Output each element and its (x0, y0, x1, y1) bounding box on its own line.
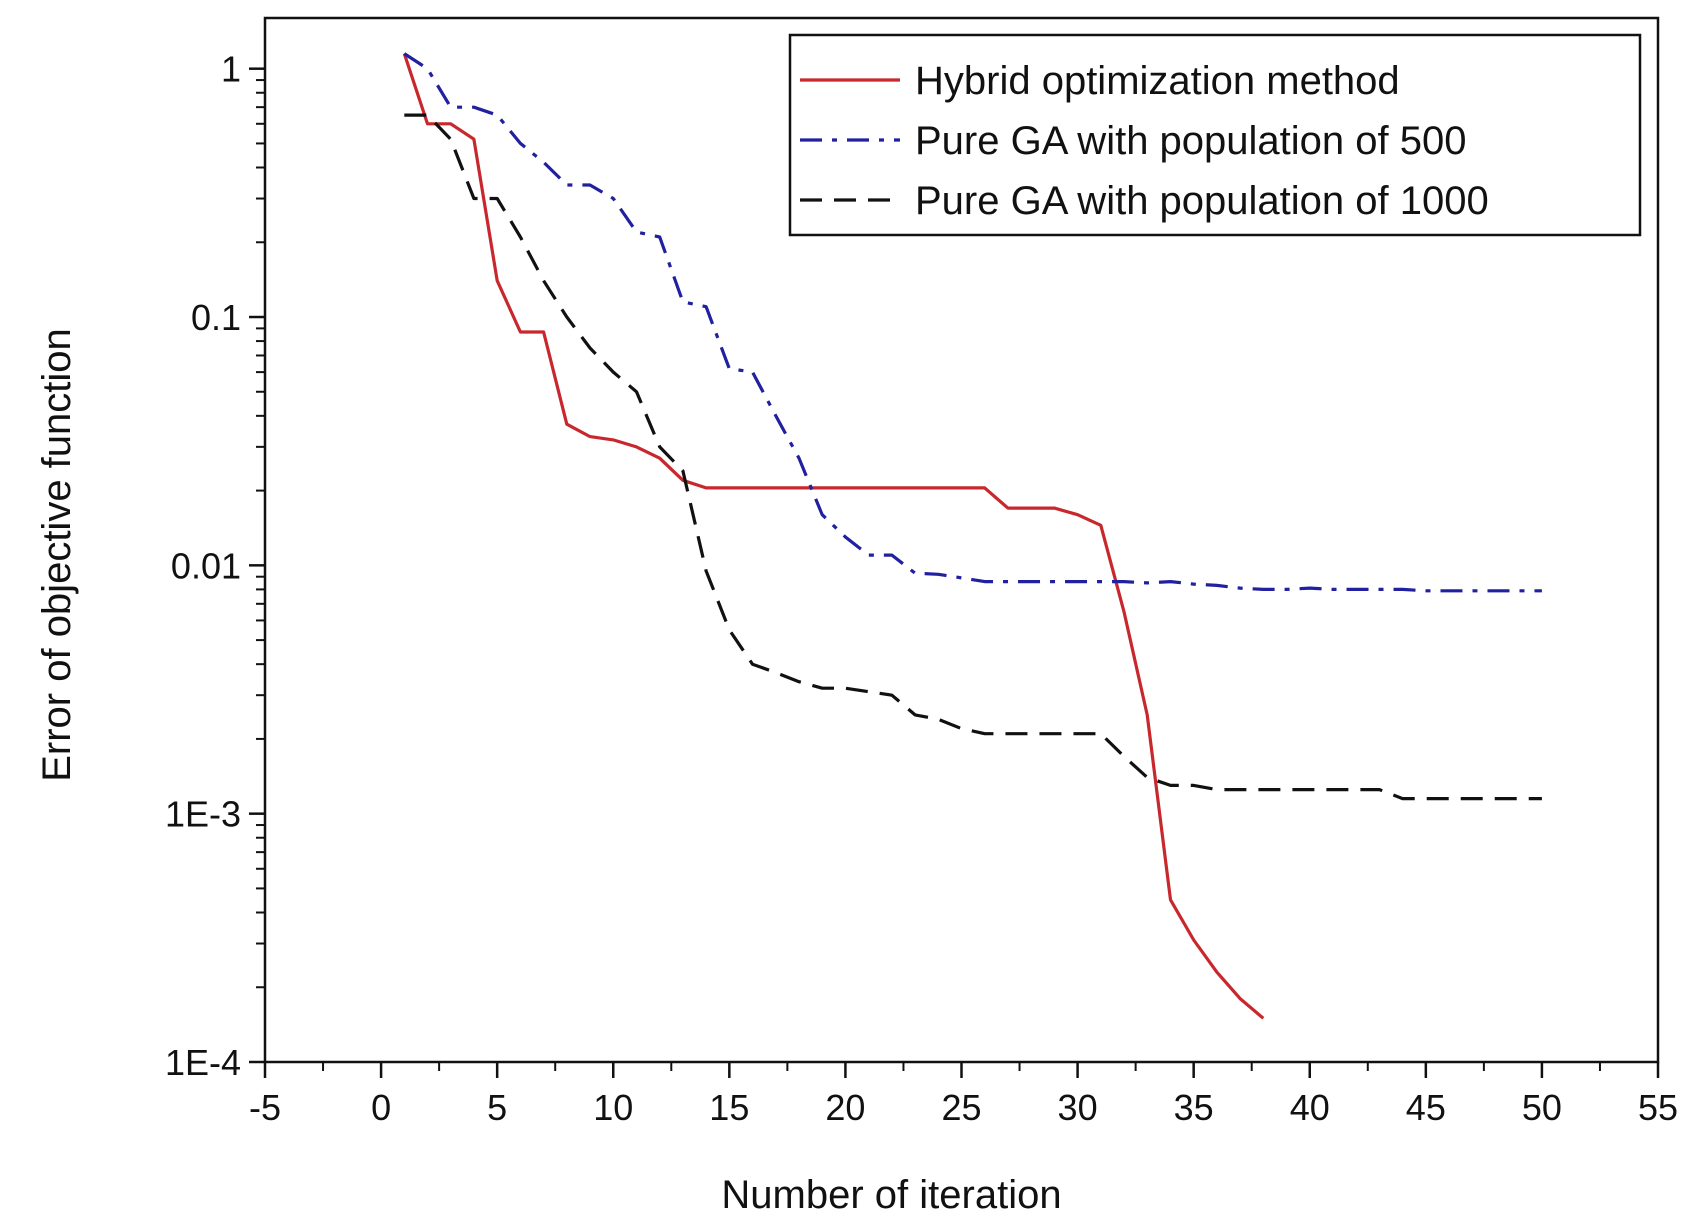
legend-box (788, 33, 1642, 237)
x-tick-label: 10 (593, 1087, 633, 1128)
x-tick-label: 25 (941, 1087, 981, 1128)
legend: Hybrid optimization method Pure GA with p… (788, 33, 1642, 237)
legend-label: Pure GA with population of 1000 (915, 179, 1489, 223)
x-tick-label: 5 (487, 1087, 507, 1128)
x-tick-label: 35 (1174, 1087, 1214, 1128)
series-line-1 (402, 53, 1265, 1020)
series-layer (402, 52, 1542, 1020)
legend-label: Pure GA with population of 500 (915, 119, 1466, 163)
y-tick-label: 0.1 (191, 297, 241, 338)
x-tick-label: 45 (1406, 1087, 1446, 1128)
x-tick-label: 30 (1058, 1087, 1098, 1128)
x-tick-label: 55 (1638, 1087, 1678, 1128)
y-tick-label: 1 (221, 49, 241, 90)
y-tick-label: 0.01 (171, 545, 241, 586)
legend-label: Hybrid optimization method (915, 59, 1400, 103)
y-axis-title: Error of objective function (35, 328, 79, 782)
x-tick-label: 40 (1290, 1087, 1330, 1128)
series-line-3 (404, 113, 1542, 801)
x-axis-title: Number of iteration (721, 1173, 1061, 1217)
axes-layer: -5 0 5 10 15 20 25 30 35 40 45 50 55 1 0.1 0.01 1E-3 1E-4 (165, 16, 1678, 1128)
y-tick-label: 1E-3 (165, 794, 241, 835)
x-tick-label: -5 (249, 1087, 281, 1128)
x-tick-label: 20 (825, 1087, 865, 1128)
series-line-2 (403, 52, 1542, 593)
x-tick-label: 0 (371, 1087, 391, 1128)
y-tick-label: 1E-4 (165, 1042, 241, 1083)
x-tick-label: 15 (709, 1087, 749, 1128)
x-tick-label: 50 (1522, 1087, 1562, 1128)
